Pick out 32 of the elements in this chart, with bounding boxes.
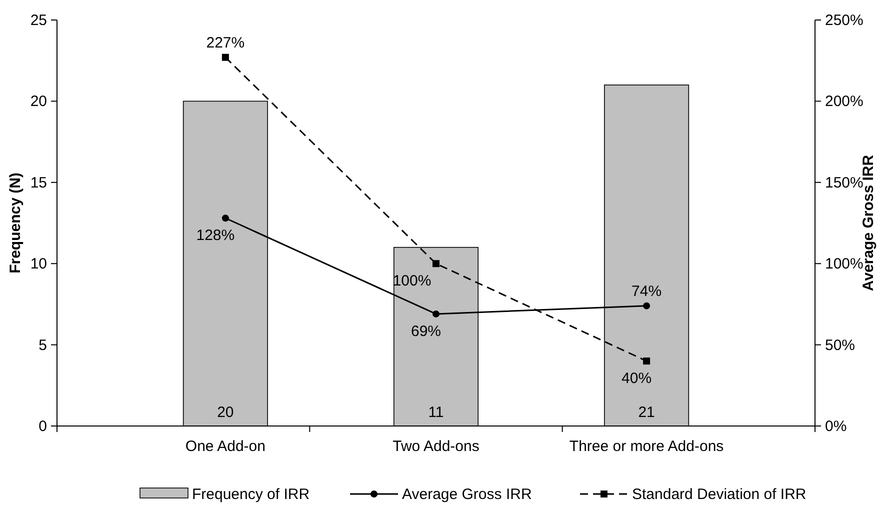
data-label: 11 [428,404,444,421]
y-tick-label: 20 [30,93,47,110]
y-axis-title: Frequency (N) [7,172,24,274]
data-label: 21 [638,404,655,421]
y-tick-label: 0 [38,418,47,435]
data-label: 20 [217,404,234,421]
point [643,358,650,365]
y2-tick-label: 200% [825,93,864,110]
y2-tick-label: 0% [825,418,847,435]
x-tick-label: One Add-on [185,438,266,455]
y2-tick-label: 250% [825,12,864,29]
data-label: 227% [206,34,245,52]
point [222,214,229,222]
y2-tick-label: 50% [825,336,856,354]
point [432,310,440,318]
point [222,54,229,61]
y2-tick-label: 100% [825,256,864,273]
y-tick-label: 5 [38,336,47,354]
data-label: 128% [196,227,235,244]
point [432,260,440,268]
legend-label: Frequency of IRR [192,486,310,503]
legend-label: Average Gross IRR [402,486,532,503]
x-tick-label: Two Add-ons [392,438,480,455]
y-tick-label: 15 [30,174,47,192]
y-tick-label: 10 [30,256,47,273]
data-label: 40% [622,370,652,388]
point [643,302,650,310]
legend-label: Standard Deviation of IRR [632,486,806,503]
data-label: 69% [410,322,442,340]
x-tick-label: Three or more Add-ons [569,438,724,455]
data-label: 74% [632,282,662,300]
y-tick-label: 25 [30,12,47,29]
